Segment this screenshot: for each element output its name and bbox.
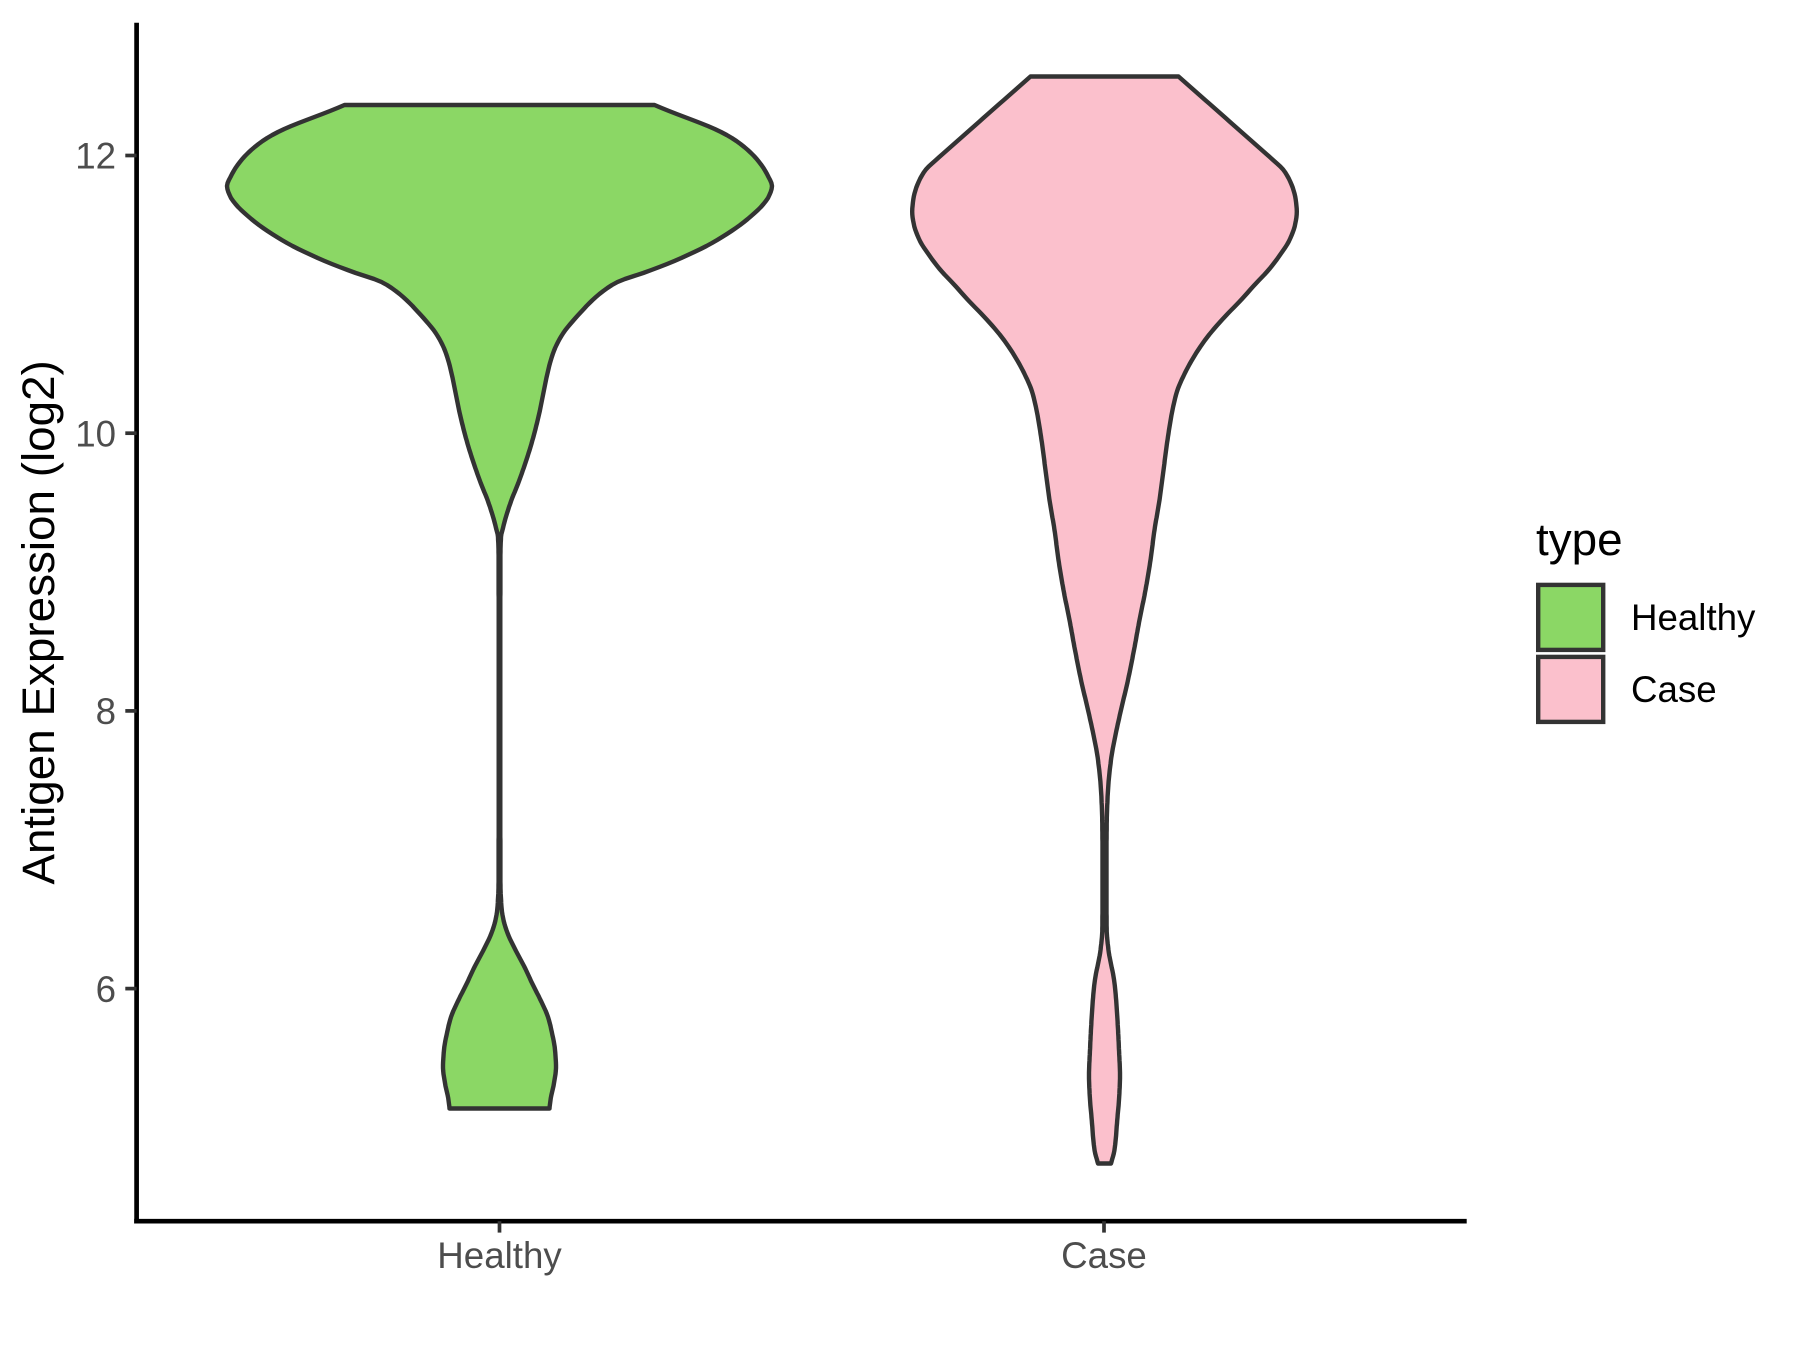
svg-text:10: 10 <box>75 413 116 454</box>
svg-text:Healthy: Healthy <box>1631 597 1756 638</box>
svg-text:6: 6 <box>96 969 116 1010</box>
svg-text:Antigen Expression (log2): Antigen Expression (log2) <box>13 360 64 884</box>
svg-text:type: type <box>1536 514 1623 565</box>
svg-text:12: 12 <box>75 136 116 177</box>
svg-text:8: 8 <box>96 691 116 732</box>
svg-text:Case: Case <box>1631 669 1717 710</box>
svg-text:Healthy: Healthy <box>437 1235 562 1276</box>
svg-text:Case: Case <box>1061 1235 1147 1276</box>
